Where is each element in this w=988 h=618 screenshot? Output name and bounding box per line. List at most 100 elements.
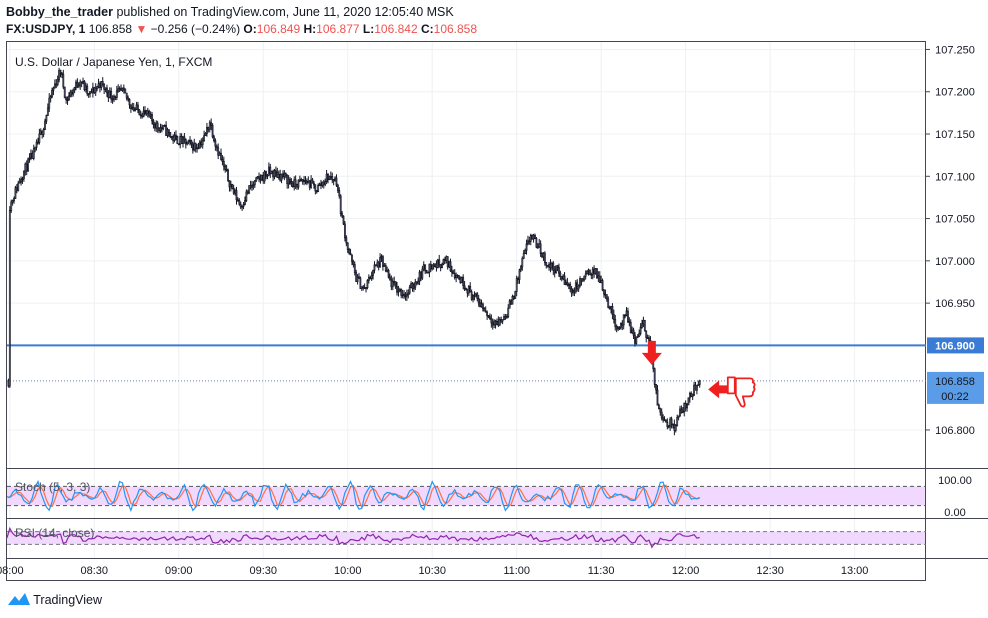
candle-body	[681, 411, 684, 413]
change-down-icon: ▼	[135, 22, 148, 36]
candle-body	[646, 337, 649, 339]
candle-body	[538, 243, 541, 248]
candle-body	[394, 281, 397, 288]
candle-body	[679, 408, 681, 417]
candle-body	[176, 136, 179, 145]
price-tick-label: 107.050	[935, 214, 975, 226]
candle-body	[284, 173, 287, 176]
candle-body	[77, 84, 80, 87]
candle-body	[180, 136, 183, 145]
candle-body	[638, 332, 641, 337]
candle-body	[612, 314, 615, 320]
candle-body	[53, 83, 56, 89]
candle-body	[173, 134, 176, 141]
candle-body	[570, 288, 573, 294]
candle-body	[55, 83, 58, 86]
candle-body	[683, 403, 686, 412]
candle-body	[308, 180, 311, 188]
rsi-pane[interactable]: RSI (14, close)	[6, 526, 926, 549]
candle-body	[622, 314, 625, 326]
candle-body	[220, 152, 222, 160]
candle-body	[407, 292, 410, 296]
candle-body	[298, 179, 301, 182]
candle-body	[663, 419, 666, 422]
candle-body	[103, 83, 106, 90]
candle-body	[517, 278, 519, 281]
candle-body	[30, 153, 32, 159]
price-tick-label: 107.250	[935, 44, 975, 56]
candle-body	[587, 269, 590, 272]
candle-body	[86, 85, 89, 95]
candle-body	[17, 182, 20, 191]
published-text: published on TradingView.com, June 11, 2…	[116, 5, 454, 19]
chart-title: U.S. Dollar / Japanese Yen, 1, FXCM	[15, 55, 212, 69]
candle-body	[465, 288, 467, 290]
candle-body	[158, 127, 160, 132]
symbol-label: FX:USDJPY, 1	[6, 22, 86, 36]
candle-body	[259, 177, 262, 181]
candle-body	[69, 91, 72, 97]
candle-body	[576, 282, 579, 290]
candle-body	[275, 170, 277, 173]
candle-body	[262, 174, 265, 182]
candle-body	[462, 277, 465, 287]
candle-body	[175, 134, 177, 137]
candle-body	[589, 269, 591, 275]
candle-body	[404, 295, 407, 298]
candle-body	[490, 318, 493, 324]
candle-body	[422, 264, 425, 270]
candle-body	[144, 110, 146, 112]
candle-body	[427, 271, 429, 274]
candle-body	[501, 319, 504, 322]
candle-body	[473, 294, 476, 297]
candle-body	[639, 326, 642, 334]
candle-body	[248, 185, 251, 194]
candle-body	[460, 277, 463, 283]
time-axis[interactable]: 08:00 08:30 09:00 09:30 10:00 10:30 11:00 11:30…	[0, 565, 868, 577]
candle-body	[398, 289, 401, 292]
candle-body	[534, 234, 536, 239]
candle-body	[279, 173, 282, 181]
candle-body	[565, 282, 567, 285]
candle-body	[583, 275, 586, 280]
candle-body	[558, 267, 560, 274]
candle-body	[238, 200, 241, 205]
candle-body	[635, 336, 638, 344]
price-axis[interactable]: 106.900 106.858 00:22 107.250 107.200 107.150…	[926, 44, 984, 519]
author-name[interactable]: Bobby_the_trader	[6, 5, 113, 19]
stoch-pane[interactable]: Stoch (5, 3, 3)	[6, 479, 926, 513]
candle-body	[417, 280, 420, 284]
candle-body	[696, 384, 698, 391]
brand-name: TradingView	[33, 593, 103, 607]
low-label: L:	[362, 22, 375, 36]
candle-body	[550, 262, 553, 269]
candle-body	[28, 157, 31, 160]
arrow-left-icon	[708, 380, 732, 399]
candle-body	[355, 271, 358, 282]
candle-body	[603, 289, 605, 295]
candle-body	[377, 262, 380, 268]
candle-body	[293, 179, 296, 187]
candle-body	[114, 95, 117, 98]
candle-body	[273, 170, 276, 178]
candle-body	[59, 69, 62, 74]
candle-body	[667, 425, 670, 428]
time-tick-label: 09:30	[249, 565, 277, 577]
candle-body	[304, 180, 307, 182]
candle-body	[521, 257, 524, 268]
candle-body	[542, 252, 545, 258]
price-tick-label: 106.800	[935, 425, 975, 437]
annotations	[641, 340, 756, 408]
tradingview-logo[interactable]: TradingView	[8, 592, 102, 607]
candle-body	[442, 259, 445, 265]
candle-body	[560, 276, 563, 280]
candle-body	[522, 253, 525, 259]
candle-body	[300, 179, 303, 181]
candle-body	[315, 190, 318, 193]
candle-body	[283, 173, 286, 177]
candle-body	[208, 122, 211, 130]
candle-body	[511, 296, 514, 305]
candle-body	[352, 260, 355, 265]
candle-body	[569, 283, 572, 290]
